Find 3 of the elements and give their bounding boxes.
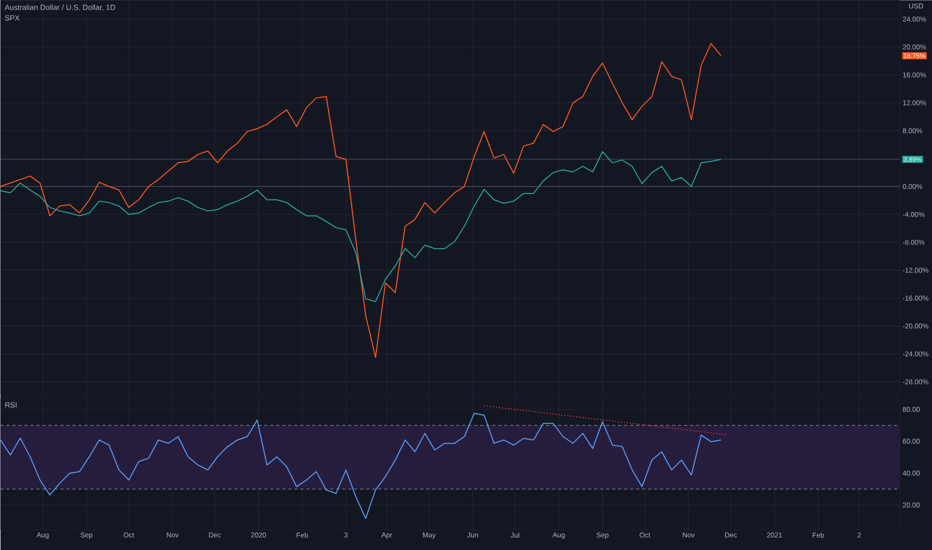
line-series bbox=[0, 43, 722, 358]
line-series bbox=[0, 412, 722, 519]
line-series bbox=[0, 151, 722, 302]
